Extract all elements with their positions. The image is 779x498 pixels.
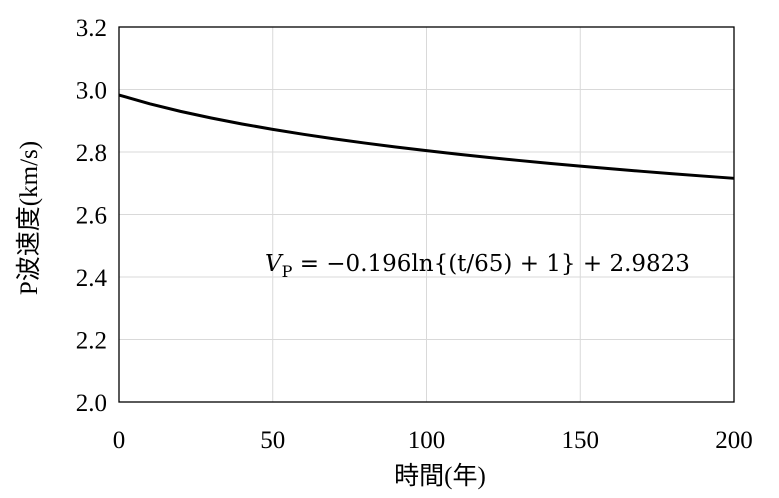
y-tick-label: 3.0 (76, 78, 107, 105)
x-tick-label: 100 (408, 427, 446, 454)
y-tick-label: 2.4 (76, 265, 108, 292)
y-tick-label: 2.8 (76, 140, 107, 167)
equation-annotation: VP = −0.196ln{(t/65) + 1} + 2.9823 (265, 251, 690, 281)
x-tick-label: 50 (260, 427, 285, 454)
x-tick-label: 200 (715, 427, 753, 454)
y-axis-title: P波速度(km/s) (15, 141, 43, 295)
x-axis-title: 時間(年) (394, 462, 486, 490)
equation-subscript: P (282, 262, 293, 281)
y-tick-label: 2.2 (76, 328, 107, 355)
y-tick-label: 2.0 (76, 390, 107, 417)
y-tick-label: 3.2 (76, 15, 107, 42)
grid (119, 27, 734, 402)
y-tick-labels: 2.0 2.2 2.4 2.6 2.8 3.0 3.2 (76, 15, 108, 417)
x-tick-label: 150 (562, 427, 600, 454)
plot-area-frame (118, 26, 735, 403)
equation-variable: V (265, 251, 284, 277)
series-line (118, 93, 735, 180)
series-layer (118, 93, 735, 180)
x-tick-labels: 0 50 100 150 200 (113, 427, 753, 454)
x-tick-label: 0 (113, 427, 126, 454)
y-tick-label: 2.6 (76, 203, 107, 230)
equation-body: = −0.196ln{(t/65) + 1} + 2.9823 (292, 251, 690, 277)
